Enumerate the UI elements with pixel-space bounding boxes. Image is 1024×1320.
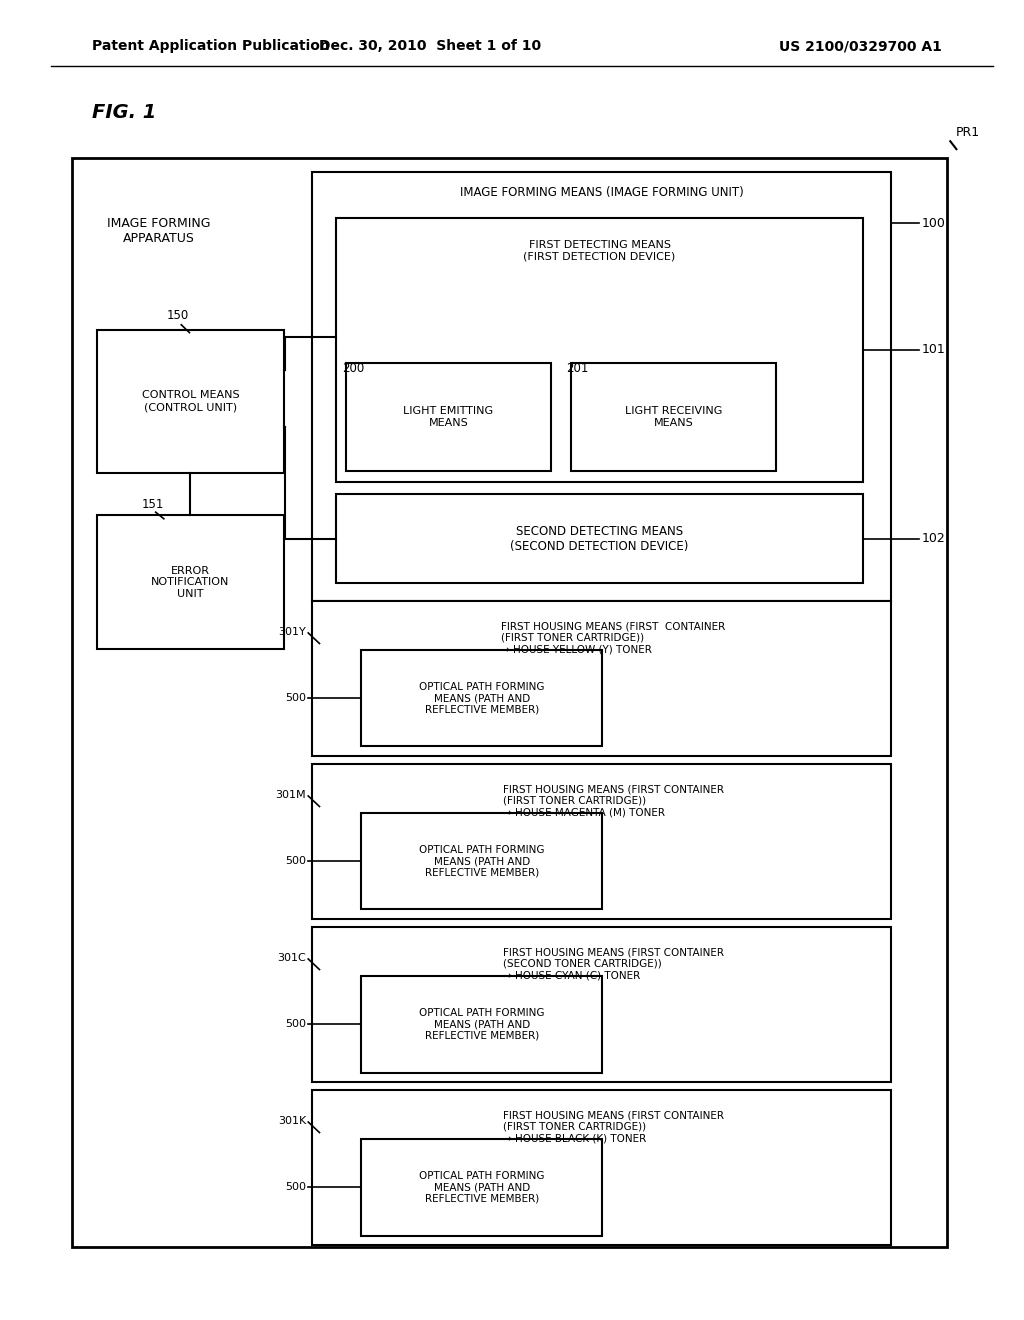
- FancyBboxPatch shape: [346, 363, 551, 471]
- FancyBboxPatch shape: [361, 1139, 602, 1236]
- FancyBboxPatch shape: [312, 1089, 891, 1245]
- Text: CONTROL MEANS
(CONTROL UNIT): CONTROL MEANS (CONTROL UNIT): [141, 391, 240, 412]
- Text: FIRST HOUSING MEANS (FIRST CONTAINER
(SECOND TONER CARTRIDGE))
→ HOUSE CYAN (C) : FIRST HOUSING MEANS (FIRST CONTAINER (SE…: [503, 948, 724, 981]
- Text: LIGHT RECEIVING
MEANS: LIGHT RECEIVING MEANS: [625, 407, 723, 428]
- Text: SECOND DETECTING MEANS
(SECOND DETECTION DEVICE): SECOND DETECTING MEANS (SECOND DETECTION…: [510, 524, 689, 553]
- Text: PR1: PR1: [955, 125, 980, 139]
- Text: FIRST DETECTING MEANS
(FIRST DETECTION DEVICE): FIRST DETECTING MEANS (FIRST DETECTION D…: [523, 240, 676, 261]
- Text: 102: 102: [922, 532, 945, 545]
- Text: 151: 151: [141, 498, 164, 511]
- Text: Patent Application Publication: Patent Application Publication: [92, 40, 330, 53]
- FancyBboxPatch shape: [72, 158, 947, 1247]
- Text: Dec. 30, 2010  Sheet 1 of 10: Dec. 30, 2010 Sheet 1 of 10: [319, 40, 541, 53]
- Text: 200: 200: [342, 362, 365, 375]
- Text: LIGHT EMITTING
MEANS: LIGHT EMITTING MEANS: [403, 407, 494, 428]
- Text: 301M: 301M: [275, 789, 306, 800]
- FancyBboxPatch shape: [361, 649, 602, 746]
- Text: OPTICAL PATH FORMING
MEANS (PATH AND
REFLECTIVE MEMBER): OPTICAL PATH FORMING MEANS (PATH AND REF…: [419, 845, 545, 878]
- Text: 101: 101: [922, 343, 945, 356]
- Text: 150: 150: [167, 309, 189, 322]
- FancyBboxPatch shape: [312, 172, 891, 601]
- FancyBboxPatch shape: [336, 494, 863, 583]
- Text: IMAGE FORMING MEANS (IMAGE FORMING UNIT): IMAGE FORMING MEANS (IMAGE FORMING UNIT): [460, 186, 743, 199]
- Text: FIRST HOUSING MEANS (FIRST CONTAINER
(FIRST TONER CARTRIDGE))
→ HOUSE BLACK (K) : FIRST HOUSING MEANS (FIRST CONTAINER (FI…: [503, 1110, 724, 1143]
- Text: FIG. 1: FIG. 1: [92, 103, 157, 121]
- Text: 100: 100: [922, 216, 945, 230]
- FancyBboxPatch shape: [336, 218, 863, 482]
- FancyBboxPatch shape: [571, 363, 776, 471]
- Text: 301C: 301C: [278, 953, 306, 962]
- FancyBboxPatch shape: [97, 515, 284, 649]
- Text: OPTICAL PATH FORMING
MEANS (PATH AND
REFLECTIVE MEMBER): OPTICAL PATH FORMING MEANS (PATH AND REF…: [419, 681, 545, 715]
- FancyBboxPatch shape: [312, 601, 891, 755]
- Text: 201: 201: [566, 362, 589, 375]
- Text: 301K: 301K: [278, 1115, 306, 1126]
- FancyBboxPatch shape: [361, 813, 602, 909]
- Text: 500: 500: [285, 1019, 306, 1030]
- FancyBboxPatch shape: [361, 975, 602, 1072]
- Text: 500: 500: [285, 857, 306, 866]
- Text: FIRST HOUSING MEANS (FIRST CONTAINER
(FIRST TONER CARTRIDGE))
→ HOUSE MAGENTA (M: FIRST HOUSING MEANS (FIRST CONTAINER (FI…: [503, 784, 724, 817]
- Text: 500: 500: [285, 693, 306, 704]
- FancyBboxPatch shape: [312, 927, 891, 1081]
- Text: 500: 500: [285, 1183, 306, 1192]
- FancyBboxPatch shape: [97, 330, 284, 473]
- Text: IMAGE FORMING
APPARATUS: IMAGE FORMING APPARATUS: [106, 216, 211, 246]
- Text: FIRST HOUSING MEANS (FIRST  CONTAINER
(FIRST TONER CARTRIDGE))
→ HOUSE YELLOW (Y: FIRST HOUSING MEANS (FIRST CONTAINER (FI…: [501, 622, 725, 655]
- Text: 301Y: 301Y: [279, 627, 306, 636]
- FancyBboxPatch shape: [312, 763, 891, 919]
- Text: ERROR
NOTIFICATION
UNIT: ERROR NOTIFICATION UNIT: [152, 565, 229, 599]
- Text: OPTICAL PATH FORMING
MEANS (PATH AND
REFLECTIVE MEMBER): OPTICAL PATH FORMING MEANS (PATH AND REF…: [419, 1007, 545, 1041]
- Text: OPTICAL PATH FORMING
MEANS (PATH AND
REFLECTIVE MEMBER): OPTICAL PATH FORMING MEANS (PATH AND REF…: [419, 1171, 545, 1204]
- Text: US 2100/0329700 A1: US 2100/0329700 A1: [779, 40, 942, 53]
